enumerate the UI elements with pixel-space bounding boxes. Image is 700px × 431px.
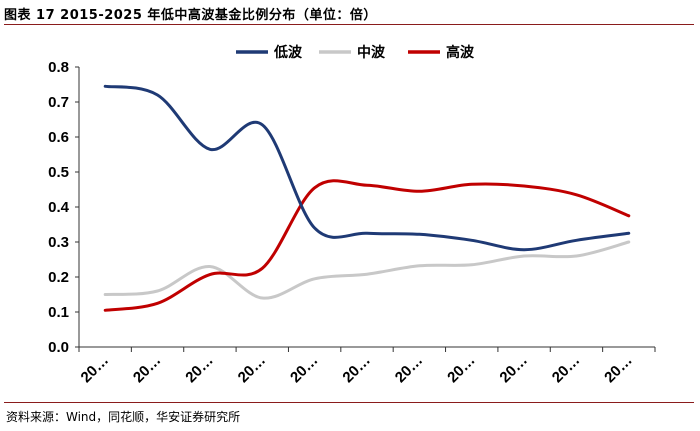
- legend-label-2: 高波: [446, 44, 475, 61]
- source-divider: [4, 402, 694, 403]
- y-tick-label: 0.1: [48, 304, 69, 321]
- chart-legend: 低波 中波 高波: [236, 44, 475, 61]
- x-tick-label: 20…: [392, 352, 426, 386]
- line-chart: 0.00.10.20.30.40.50.60.70.8 20… 20… 20… 20……: [48, 44, 656, 386]
- x-tick-label: 20…: [78, 352, 112, 386]
- series-line-0: [103, 84, 631, 252]
- x-tick-label: 20…: [287, 352, 321, 386]
- x-axis-ticks: 20… 20… 20… 20… 20… 20… 20… 20… 20… 20… 20…: [78, 347, 656, 386]
- chart-title: 图表 17 2015-2025 年低中高波基金比例分布（单位：倍）: [4, 8, 377, 23]
- series-lines: [103, 84, 631, 312]
- chart-axes: [78, 67, 655, 348]
- x-tick-label: 20…: [339, 352, 373, 386]
- source-note: 资料来源：Wind，同花顺，华安证券研究所: [6, 410, 241, 424]
- y-tick-label: 0.0: [48, 339, 69, 356]
- y-axis-ticks: 0.0 0.1 0.2 0.3 0.4 0.5 0.6 0.7 0.8: [48, 59, 79, 356]
- x-tick-label: 20…: [549, 352, 583, 386]
- legend-label-1: 中波: [357, 44, 386, 61]
- y-tick-label: 0.8: [48, 59, 69, 76]
- series-line-2: [103, 179, 631, 312]
- y-tick-label: 0.3: [48, 234, 69, 251]
- y-tick-label: 0.4: [48, 199, 70, 216]
- x-tick-label: 20…: [235, 352, 269, 386]
- y-tick-label: 0.7: [48, 94, 69, 111]
- x-tick-label: 20…: [444, 352, 478, 386]
- y-tick-label: 0.2: [48, 269, 69, 286]
- series-line-1: [103, 240, 631, 300]
- y-tick-label: 0.5: [48, 164, 69, 181]
- x-tick-label: 20…: [496, 352, 530, 386]
- legend-label-0: 低波: [273, 44, 303, 61]
- x-tick-label: 20…: [130, 352, 164, 386]
- x-tick-label: 20…: [182, 352, 216, 386]
- title-divider: [4, 24, 694, 25]
- y-tick-label: 0.6: [48, 129, 69, 146]
- x-tick-label: 20…: [601, 352, 635, 386]
